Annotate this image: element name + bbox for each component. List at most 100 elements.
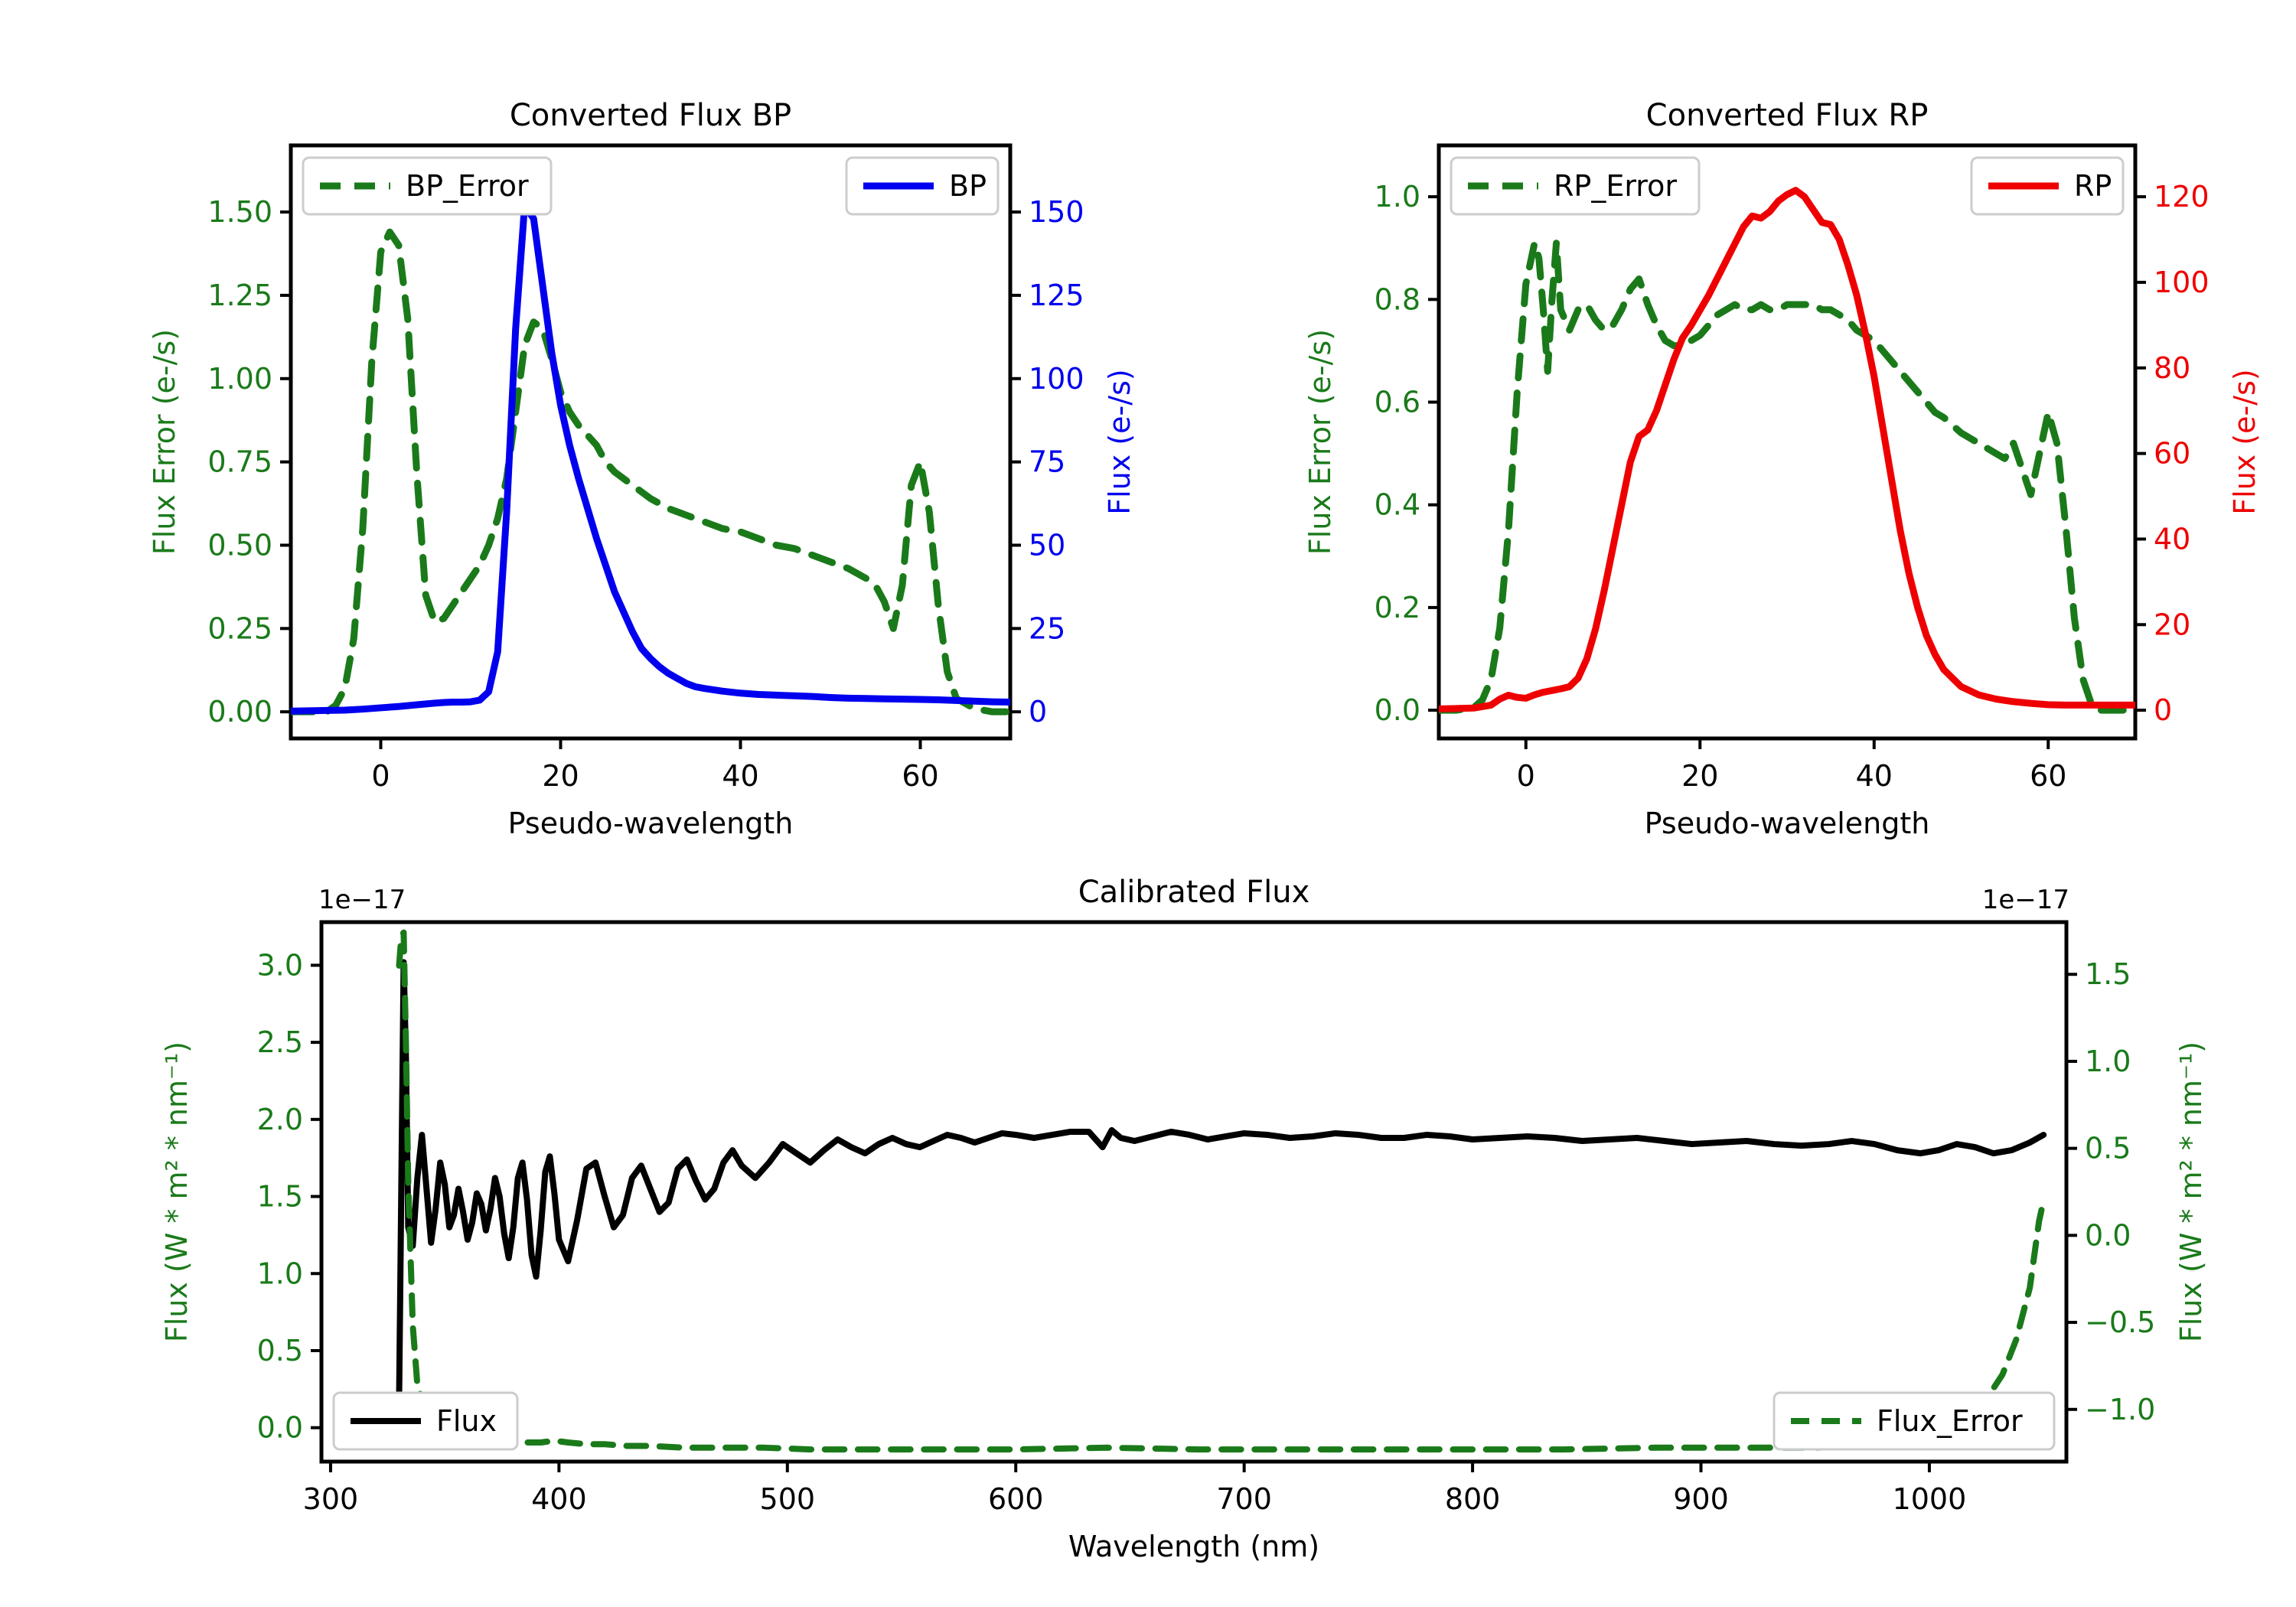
legend-box <box>1773 1391 2056 1451</box>
y-tick-label-left: 1.25 <box>207 279 272 312</box>
x-tick-label: 40 <box>1856 759 1893 793</box>
y-tick-label-right: 100 <box>1029 362 1084 396</box>
x-axis-label: Pseudo-wavelength <box>508 807 794 840</box>
x-tick-label: 20 <box>1681 759 1718 793</box>
y-tick-label-left: 0.0 <box>1375 693 1420 727</box>
x-tick-label: 700 <box>1216 1482 1272 1516</box>
x-tick-label: 1000 <box>1893 1482 1967 1516</box>
y-tick-label-left: 1.0 <box>1375 180 1420 214</box>
y-tick-label-right: 150 <box>1029 195 1084 229</box>
legend-bp[interactable]: BP <box>845 156 1000 216</box>
x-tick-label: 600 <box>988 1482 1044 1516</box>
x-tick-label: 60 <box>902 759 938 793</box>
panel-calibrated-flux: Calibrated Flux 1e−17 1e−17 300 400 500 600 700… <box>0 826 2296 1607</box>
y-tick-label-right: 60 <box>2154 437 2190 471</box>
y-axis-label-left: Flux Error (e-/s) <box>148 329 181 555</box>
legend-label: BP <box>949 169 987 203</box>
y-tick-label-right: 0 <box>1029 695 1047 729</box>
chart-title: Converted Flux RP <box>1646 98 1929 133</box>
y-tick-label-right: 1.0 <box>2085 1045 2131 1078</box>
y-axis-label-right: Flux (e-/s) <box>2228 369 2262 514</box>
y-tick-label-left: 0.75 <box>207 445 272 479</box>
plot-frame <box>289 143 1013 741</box>
chart-calibrated-flux[interactable]: Calibrated Flux 1e−17 1e−17 300 400 500 600 700… <box>0 826 2296 1607</box>
series-bp <box>291 201 1010 715</box>
x-tick-label: 40 <box>722 759 758 793</box>
left-axis-offset: 1e−17 <box>318 885 406 915</box>
x-tick-label: 20 <box>542 759 579 793</box>
legend-label: Flux <box>436 1404 497 1438</box>
plot-frame <box>1437 143 2138 741</box>
x-tick-label: 400 <box>531 1482 587 1516</box>
x-tick-label: 60 <box>2030 759 2066 793</box>
y-tick-label-left: 1.50 <box>207 195 272 229</box>
y-tick-label-left: 0.2 <box>1375 591 1420 624</box>
y-tick-label-right: −0.5 <box>2085 1305 2155 1339</box>
series-rp <box>1439 187 2135 712</box>
y-tick-label-right: 100 <box>2154 266 2210 299</box>
y-tick-label-left: 0.0 <box>257 1411 303 1445</box>
legend-box <box>302 156 553 216</box>
y-tick-label-left: 1.0 <box>257 1257 303 1290</box>
panel-converted-flux-rp: Converted Flux RP 0 20 40 60 Pseudo-wavelengt… <box>1148 46 2296 840</box>
legend-label: BP_Error <box>406 169 529 203</box>
chart-converted-flux-rp[interactable]: Converted Flux RP 0 20 40 60 Pseudo-wavelengt… <box>1148 46 2296 840</box>
series-flux_error <box>396 929 2047 1453</box>
y-tick-label-right: 80 <box>2154 351 2190 385</box>
y-tick-label-left: 2.5 <box>257 1025 303 1059</box>
panel-converted-flux-bp: Converted Flux BP 0 20 40 60 Pseudo-wavelengt… <box>0 46 1148 840</box>
series-bp_error <box>291 228 1010 715</box>
y-tick-label-right: 20 <box>2154 608 2190 641</box>
y-tick-label-right: 0.0 <box>2085 1218 2131 1252</box>
x-tick-label: 0 <box>371 759 390 793</box>
y-tick-label-left: 1.00 <box>207 362 272 396</box>
y-tick-label-left: 0.5 <box>257 1334 303 1367</box>
chart-converted-flux-bp[interactable]: Converted Flux BP 0 20 40 60 Pseudo-wavelengt… <box>0 46 1148 840</box>
x-tick-label: 300 <box>303 1482 359 1516</box>
y-tick-label-left: 0.50 <box>207 528 272 562</box>
y-tick-label-right: 0.5 <box>2085 1132 2131 1165</box>
x-tick-label: 800 <box>1445 1482 1501 1516</box>
legend-bp_error[interactable]: BP_Error <box>302 156 553 216</box>
legend-label: RP_Error <box>1554 169 1677 203</box>
series-rp_error <box>1439 239 2135 714</box>
legend-flux[interactable]: Flux <box>332 1391 519 1451</box>
x-axis-label: Pseudo-wavelength <box>1645 807 1930 840</box>
x-tick-label: 900 <box>1673 1482 1729 1516</box>
y-tick-label-right: 40 <box>2154 522 2190 556</box>
x-tick-label: 0 <box>1517 759 1535 793</box>
y-axis-label-left: Flux (W * m² * nm⁻¹) <box>160 1041 194 1342</box>
y-tick-label-right: 50 <box>1029 528 1065 562</box>
series-flux <box>396 959 2047 1403</box>
y-tick-label-left: 0.25 <box>207 611 272 645</box>
x-axis-label: Wavelength (nm) <box>1068 1530 1319 1563</box>
y-tick-label-left: 2.0 <box>257 1103 303 1136</box>
plot-frame <box>319 920 2069 1464</box>
y-tick-label-right: 75 <box>1029 445 1065 479</box>
legend-box <box>332 1391 519 1451</box>
chart-title: Converted Flux BP <box>510 98 791 133</box>
y-tick-label-left: 0.8 <box>1375 282 1420 316</box>
legend-label: Flux_Error <box>1877 1404 2023 1438</box>
legend-box <box>1450 156 1701 216</box>
legend-label: RP <box>2074 169 2112 203</box>
x-tick-label: 500 <box>760 1482 816 1516</box>
y-tick-label-right: 1.5 <box>2085 957 2131 991</box>
y-tick-label-right: −1.0 <box>2085 1393 2155 1426</box>
y-axis-label-right: Flux (e-/s) <box>1103 369 1137 514</box>
y-tick-label-right: 25 <box>1029 611 1065 645</box>
legend-rp[interactable]: RP <box>1970 156 2125 216</box>
y-tick-label-left: 0.4 <box>1375 488 1420 522</box>
y-axis-label-right: Flux (W * m² * nm⁻¹) <box>2174 1041 2208 1342</box>
y-tick-label-right: 0 <box>2154 693 2172 727</box>
y-tick-label-left: 0.6 <box>1375 385 1420 419</box>
y-tick-label-left: 1.5 <box>257 1180 303 1214</box>
right-axis-offset: 1e−17 <box>1982 885 2069 915</box>
legend-rp_error[interactable]: RP_Error <box>1450 156 1701 216</box>
y-tick-label-left: 0.00 <box>207 695 272 729</box>
y-tick-label-right: 125 <box>1029 279 1084 312</box>
y-tick-label-right: 120 <box>2154 180 2210 214</box>
chart-title: Calibrated Flux <box>1078 875 1310 910</box>
legend-flux_error[interactable]: Flux_Error <box>1773 1391 2056 1451</box>
